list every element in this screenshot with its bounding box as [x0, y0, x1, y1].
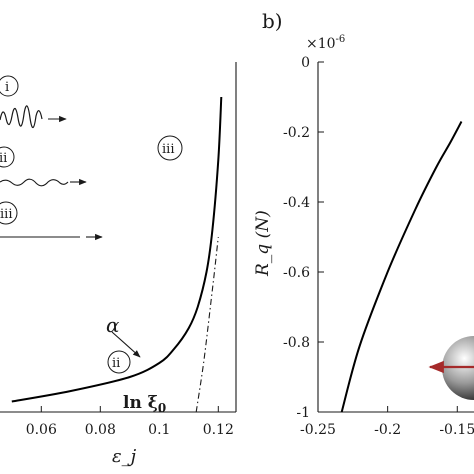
panel-b-multiplier-base: ×10: [306, 36, 336, 52]
alpha-arrow: [111, 331, 141, 358]
alpha-label: α: [106, 313, 120, 337]
inset-label-i: i: [5, 80, 9, 95]
panel-b-x-tick-label: -0.15: [439, 422, 474, 438]
panel-a-x-ticks: 0.06 0.08 0.1 0.12: [26, 406, 234, 438]
panel-a-x-tick-label: 0.08: [85, 422, 116, 438]
panel-b-x-tick-label: -0.2: [374, 422, 401, 438]
panel-a-x-tick-label: 0.1: [148, 422, 170, 438]
panel-b-x-tick-label: -0.25: [300, 422, 336, 438]
panel-b-y-tick-label: -0.2: [283, 125, 310, 141]
panel-b: b) ×10-6 R_q (N) 0-0.2-0.4-0.6-0.8-1-0.2…: [253, 9, 474, 438]
curve-label-iii: iii: [162, 142, 174, 157]
inset-schematic: i ii iii: [0, 75, 103, 241]
panel-a-x-tick-label: 0.12: [203, 422, 234, 438]
inset-label-ii: ii: [0, 151, 7, 166]
panel-a-x-label: ε_j: [112, 446, 137, 467]
panel-b-y-tick-label: -0.4: [283, 195, 310, 211]
circle-label-ii-curve: [107, 350, 131, 374]
circle-label-i: [0, 75, 19, 97]
ln-xi-label: ln ξ0: [123, 393, 166, 415]
panel-b-y-tick-label: -0.8: [283, 335, 310, 351]
panel-b-y-tick-label: -1: [296, 405, 310, 421]
panel-b-ticks: 0 -0.2 -0.4 -0.6 -0.8 -1-0.25 -0.2 -0.15: [283, 55, 474, 438]
panel-b-multiplier-exp: -6: [336, 34, 346, 45]
panel-a-asymptote: [195, 236, 219, 413]
panel-b-label: b): [262, 9, 283, 33]
panel-b-y-tick-label: 0: [301, 55, 310, 71]
panel-a-curve: [11, 96, 223, 403]
panel-b-curve: [340, 121, 463, 413]
circle-label-iii-curve: [157, 135, 183, 161]
panel-b-multiplier: ×10-6: [306, 34, 345, 52]
ln-xi-main: ln ξ: [123, 393, 158, 413]
panel-a: 0.06 0.08 0.1 0.12 ε_j i ii iii iii ii α ln: [0, 62, 237, 467]
ln-xi-sub: 0: [158, 401, 166, 415]
inset-label-iii: iii: [0, 207, 12, 222]
wave-ii: [0, 178, 69, 187]
circle-label-iii-inset: [0, 201, 18, 225]
panel-a-x-tick-label: 0.06: [26, 422, 57, 438]
circle-label-ii-inset: [0, 146, 15, 168]
panel-b-y-label: R_q (N): [253, 210, 273, 277]
wave-i: [0, 105, 43, 129]
panel-b-y-tick-label: -0.6: [283, 265, 310, 281]
curve-label-ii: ii: [112, 356, 120, 371]
